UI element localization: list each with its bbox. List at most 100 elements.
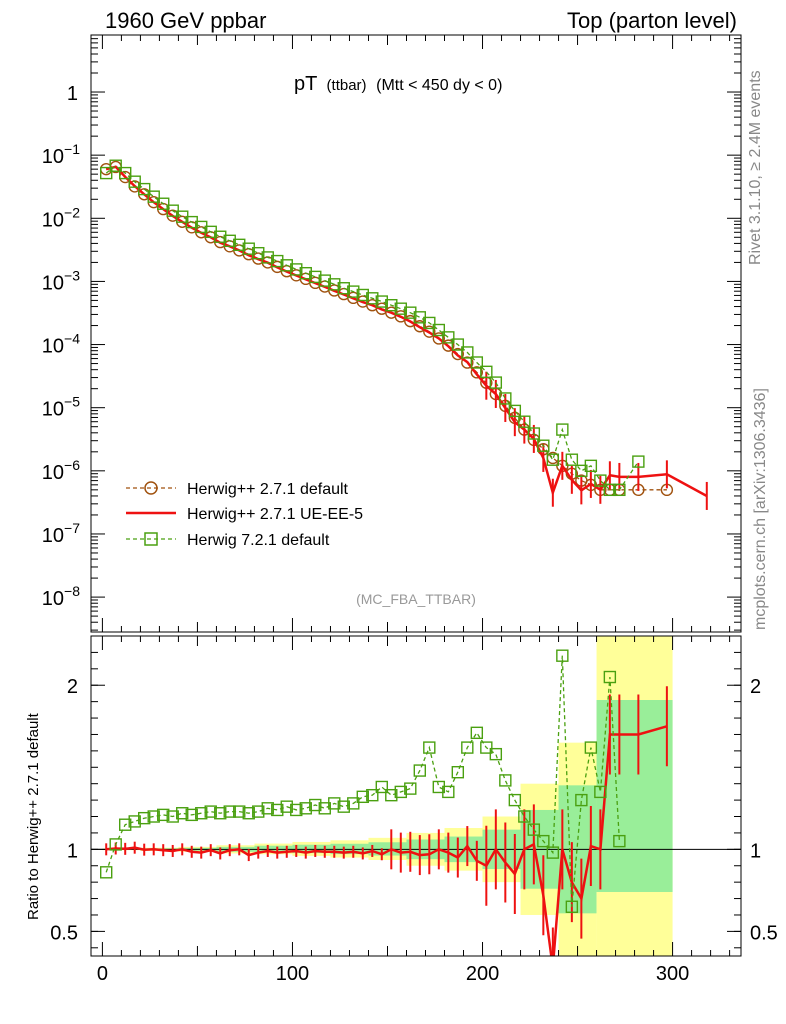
data-point-circle	[432, 332, 446, 345]
data-point-square	[556, 423, 569, 436]
top-ytick-base: 10	[42, 399, 64, 421]
top-ytick-exp: −1	[64, 141, 80, 157]
data-point-square	[128, 175, 141, 188]
ratio-frame	[90, 635, 742, 957]
data-point-square	[518, 415, 531, 428]
ratio-ytick-label: 2	[67, 676, 78, 698]
ratio-point-square	[470, 726, 484, 740]
header-right: Top (parton level)	[567, 8, 737, 33]
top-ytick-label: 10−2	[42, 204, 80, 231]
ratio-point-square	[299, 802, 312, 815]
top-ytick-base: 10	[42, 462, 64, 484]
ratio-point-square	[271, 803, 284, 817]
ratio-point-square	[242, 807, 255, 820]
top-ytick-label: 10−5	[42, 394, 80, 421]
ratio-ytick-label-right: 0.5	[750, 922, 778, 944]
data-point-square	[366, 292, 379, 305]
data-point-square	[527, 427, 541, 440]
ratio-point-square	[356, 790, 369, 804]
ratio-point-square	[119, 818, 132, 831]
ratio-point-square	[290, 803, 303, 817]
top-ytick-base: 10	[42, 336, 64, 358]
ratio-point-square	[261, 802, 274, 815]
ratio-point-square	[109, 838, 122, 851]
data-point-square	[546, 453, 560, 466]
top-ytick-label: 10−4	[42, 331, 80, 358]
top-ytick-exp: −7	[64, 520, 80, 536]
xtick-label: 0	[97, 963, 108, 985]
data-point-square	[214, 230, 227, 243]
ratio-point-square	[195, 807, 208, 820]
top-ytick-exp: −6	[64, 457, 80, 473]
chart-title-cut: (Mtt < 450 dy < 0)	[376, 77, 502, 94]
top-ytick-base: 10	[42, 209, 64, 231]
data-point-square	[480, 365, 493, 379]
ratio-point-square	[337, 800, 350, 813]
data-point-square	[375, 295, 388, 308]
ratio-point-square	[613, 834, 626, 848]
data-point-square	[423, 316, 436, 330]
chart-title: pT (ttbar) (Mtt < 450 dy < 0)	[294, 73, 502, 95]
data-point-circle	[461, 356, 474, 369]
top-ytick-label: 10−1	[42, 141, 80, 168]
ratio-point-square	[442, 785, 455, 799]
ratio-point-square	[204, 805, 217, 818]
data-point-square	[489, 376, 503, 389]
data-point-square	[451, 338, 465, 351]
data-point-square	[603, 483, 617, 497]
top-frame	[90, 34, 742, 633]
legend-label-ueee5: Herwig++ 2.7.1 UE-EE-5	[187, 506, 363, 523]
ratio-ytick-label: 1	[67, 840, 78, 862]
ratio-point-square	[489, 747, 503, 761]
ratio-ylabel: Ratio to Herwig++ 2.7.1 default	[25, 712, 42, 920]
data-point-square	[290, 263, 303, 276]
data-point-square	[356, 288, 369, 302]
ratio-point-square	[347, 797, 360, 810]
top-ytick-label: 1	[67, 83, 78, 105]
data-point-square	[613, 483, 626, 497]
xtick-label: 200	[466, 963, 499, 985]
ratio-point-square	[375, 780, 388, 794]
ratio-point-square	[185, 808, 198, 822]
ratio-point-square	[546, 846, 560, 859]
ratio-point-square	[594, 785, 607, 799]
top-ytick-exp: −8	[64, 583, 80, 599]
rivet-label: Rivet 3.1.10, ≥ 2.4M events	[747, 70, 764, 265]
data-point-square	[109, 159, 122, 172]
ratio-point-square	[147, 810, 160, 823]
ratio-point-square	[385, 788, 398, 802]
ratio-point-square	[603, 670, 617, 684]
data-point-square	[280, 259, 293, 272]
ratio-point-square	[309, 798, 322, 812]
xtick-label: 100	[276, 963, 309, 985]
data-point-square	[157, 197, 170, 210]
data-point-circle	[423, 325, 436, 338]
ratio-point-square	[575, 793, 588, 807]
top-ytick-exp: −2	[64, 204, 80, 220]
data-point-square	[470, 356, 484, 369]
ratio-ytick-label-right: 2	[750, 676, 761, 698]
data-point-circle	[404, 314, 417, 328]
data-point-square	[461, 346, 474, 359]
data-point-square	[271, 254, 284, 268]
top-ytick-label: 10−3	[42, 267, 80, 294]
ratio-point-square	[223, 805, 236, 818]
ratio-point-square	[394, 785, 407, 799]
data-point-square	[385, 299, 398, 312]
ratio-point-square	[461, 741, 474, 754]
data-point-square	[100, 166, 113, 180]
legend-item-ueee5: Herwig++ 2.7.1 UE-EE-5	[126, 506, 363, 523]
top-ytick-base: 10	[42, 146, 64, 168]
data-point-square	[337, 282, 350, 295]
top-ytick-label: 10−8	[42, 583, 80, 610]
ratio-point-square	[128, 815, 141, 828]
data-point-square	[147, 190, 160, 203]
ratio-ytick-label: 0.5	[50, 922, 78, 944]
ratio-point-square	[451, 766, 465, 779]
ratio-point-square	[328, 797, 341, 810]
ratio-point-square	[280, 800, 293, 813]
data-point-circle	[442, 339, 455, 352]
ratio-point-square	[176, 807, 189, 820]
ratio-point-square	[556, 649, 569, 662]
